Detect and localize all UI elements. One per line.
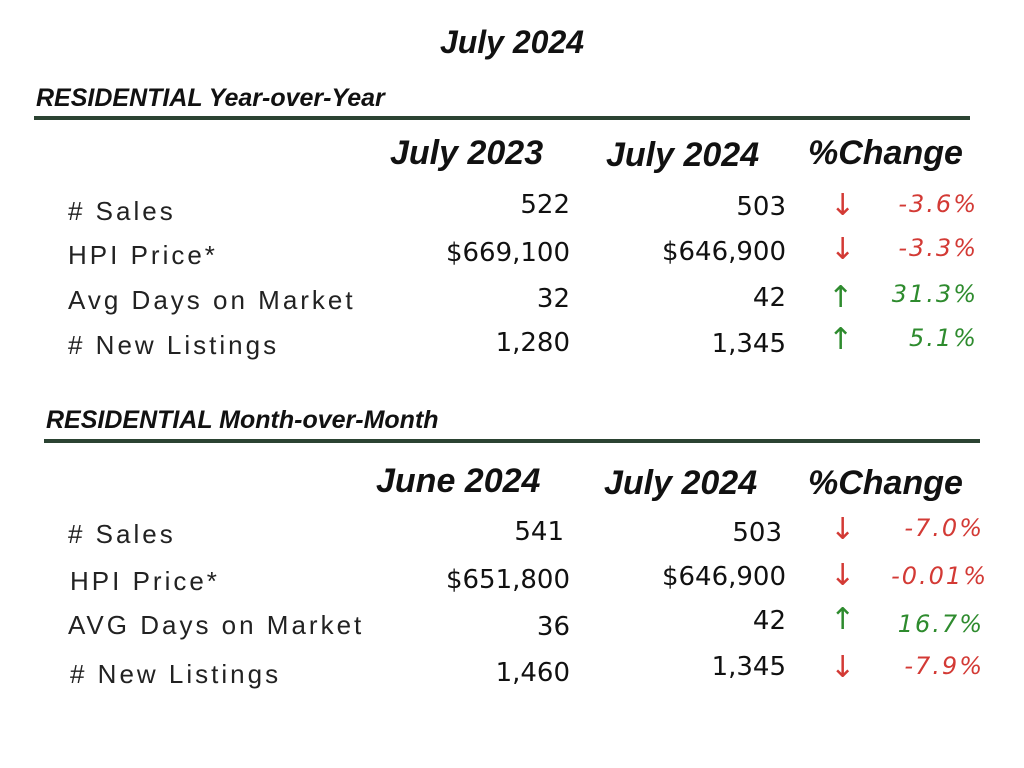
mom-curr-listings: 1,345	[711, 652, 786, 682]
mom-change-hpi: -0.01%	[891, 562, 988, 590]
yoy-prev-hpi: $669,100	[445, 238, 570, 268]
mom-header-change: %Change	[808, 464, 963, 502]
yoy-header-change: %Change	[808, 134, 963, 172]
mom-change-sales: -7.0%	[904, 514, 984, 542]
mom-prev-listings: 1,460	[495, 658, 570, 688]
yoy-curr-dom: 42	[752, 283, 786, 313]
up-arrow-icon: ↑	[828, 280, 854, 315]
yoy-change-listings: 5.1%	[909, 324, 978, 352]
yoy-divider	[34, 116, 970, 120]
mom-prev-sales: 541	[514, 517, 564, 547]
yoy-row-label-listings: # New Listings	[68, 330, 280, 360]
mom-change-listings: -7.9%	[904, 652, 984, 680]
yoy-row-label-dom: Avg Days on Market	[68, 285, 356, 315]
mom-header-prev: June 2024	[376, 462, 541, 500]
mom-row-label-dom: AVG Days on Market	[68, 610, 365, 640]
yoy-prev-listings: 1,280	[495, 328, 570, 358]
up-arrow-icon: ↑	[828, 322, 854, 357]
mom-row-label-listings: # New Listings	[70, 659, 282, 689]
mom-header-curr: July 2024	[604, 464, 758, 502]
up-arrow-icon: ↑	[830, 602, 856, 637]
yoy-row-label-hpi: HPI Price*	[68, 240, 218, 270]
down-arrow-icon: ↓	[830, 188, 856, 223]
yoy-header-prev: July 2023	[390, 134, 544, 172]
yoy-row-label-sales: # Sales	[68, 196, 176, 226]
mom-prev-hpi: $651,800	[445, 565, 570, 595]
page-title: July 2024	[439, 24, 585, 60]
mom-row-label-hpi: HPI Price*	[70, 566, 220, 596]
yoy-section-title: RESIDENTIAL Year-over-Year	[36, 84, 385, 112]
mom-curr-sales: 503	[732, 518, 782, 548]
mom-change-dom: 16.7%	[897, 610, 984, 638]
mom-prev-dom: 36	[536, 612, 570, 642]
mom-divider	[44, 439, 980, 443]
yoy-curr-sales: 503	[736, 192, 786, 222]
yoy-curr-hpi: $646,900	[661, 237, 786, 267]
down-arrow-icon: ↓	[830, 650, 856, 685]
yoy-change-hpi: -3.3%	[898, 234, 978, 262]
mom-curr-dom: 42	[752, 606, 786, 636]
mom-section-title: RESIDENTIAL Month-over-Month	[46, 406, 439, 434]
yoy-curr-listings: 1,345	[711, 329, 786, 359]
yoy-change-sales: -3.6%	[898, 190, 978, 218]
yoy-header-curr: July 2024	[606, 136, 760, 174]
down-arrow-icon: ↓	[830, 232, 856, 267]
down-arrow-icon: ↓	[830, 512, 856, 547]
yoy-prev-sales: 522	[520, 190, 570, 220]
yoy-prev-dom: 32	[536, 284, 570, 314]
down-arrow-icon: ↓	[830, 558, 856, 593]
yoy-change-dom: 31.3%	[891, 280, 978, 308]
mom-row-label-sales: # Sales	[68, 519, 176, 549]
mom-curr-hpi: $646,900	[661, 562, 786, 592]
